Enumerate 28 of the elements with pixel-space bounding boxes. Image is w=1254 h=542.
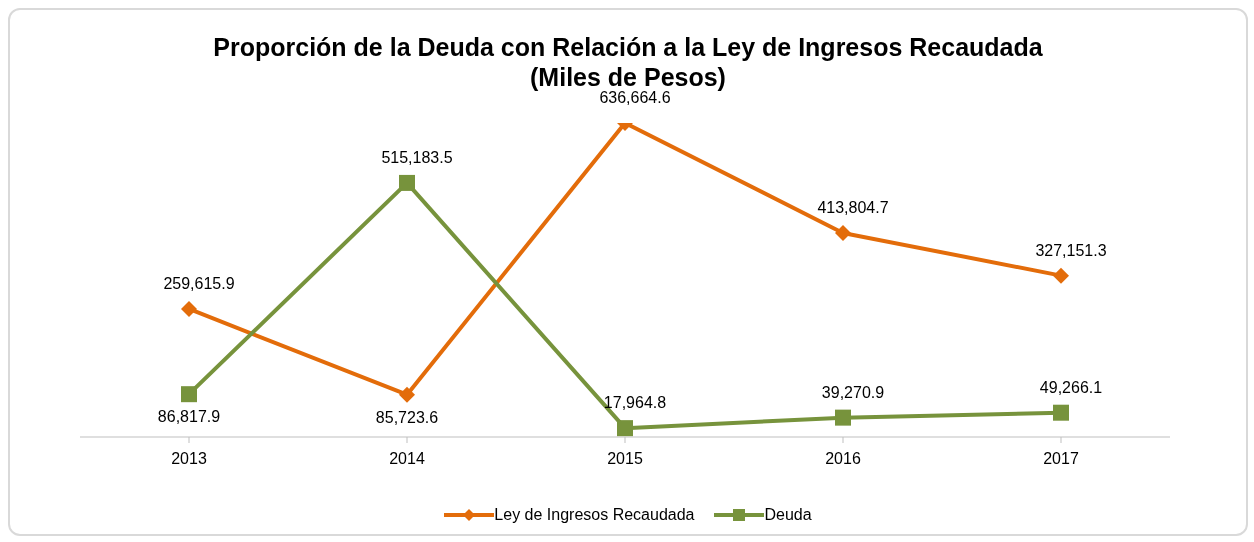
data-label: 515,183.5 [381, 148, 453, 166]
data-label: 86,817.9 [157, 408, 221, 426]
point [617, 420, 633, 437]
point [399, 386, 415, 403]
x-tick-label: 2014 [389, 450, 425, 468]
x-tick-label: 2013 [171, 450, 207, 468]
data-label: 636,664.6 [599, 89, 671, 106]
data-label: 39,270.9 [821, 383, 885, 401]
data-label: 85,723.6 [375, 408, 439, 426]
chart-subtitle: (Miles de Pesos) [529, 62, 727, 91]
point [835, 409, 851, 426]
chart-title: Proporción de la Deuda con Relación a la Ley de Ingresos Recaudada [212, 32, 1044, 62]
point [181, 300, 197, 317]
point [399, 174, 415, 191]
data-label: 17,964.8 [603, 394, 667, 412]
x-tick-label: 2017 [1043, 450, 1079, 468]
x-tick-label: 2015 [607, 450, 643, 468]
data-label: 413,804.7 [817, 198, 889, 216]
legend-label: Ley de Ingresos Recaudada [494, 506, 695, 524]
data-label: 49,266.1 [1039, 378, 1103, 396]
x-tick-label: 2016 [825, 450, 861, 468]
data-label: 259,615.9 [163, 274, 235, 292]
point [1053, 267, 1069, 284]
point [835, 224, 851, 241]
point [181, 386, 197, 403]
data-label: 327,151.3 [1035, 241, 1107, 259]
legend-label: Deuda [764, 506, 812, 524]
point [1053, 404, 1069, 421]
